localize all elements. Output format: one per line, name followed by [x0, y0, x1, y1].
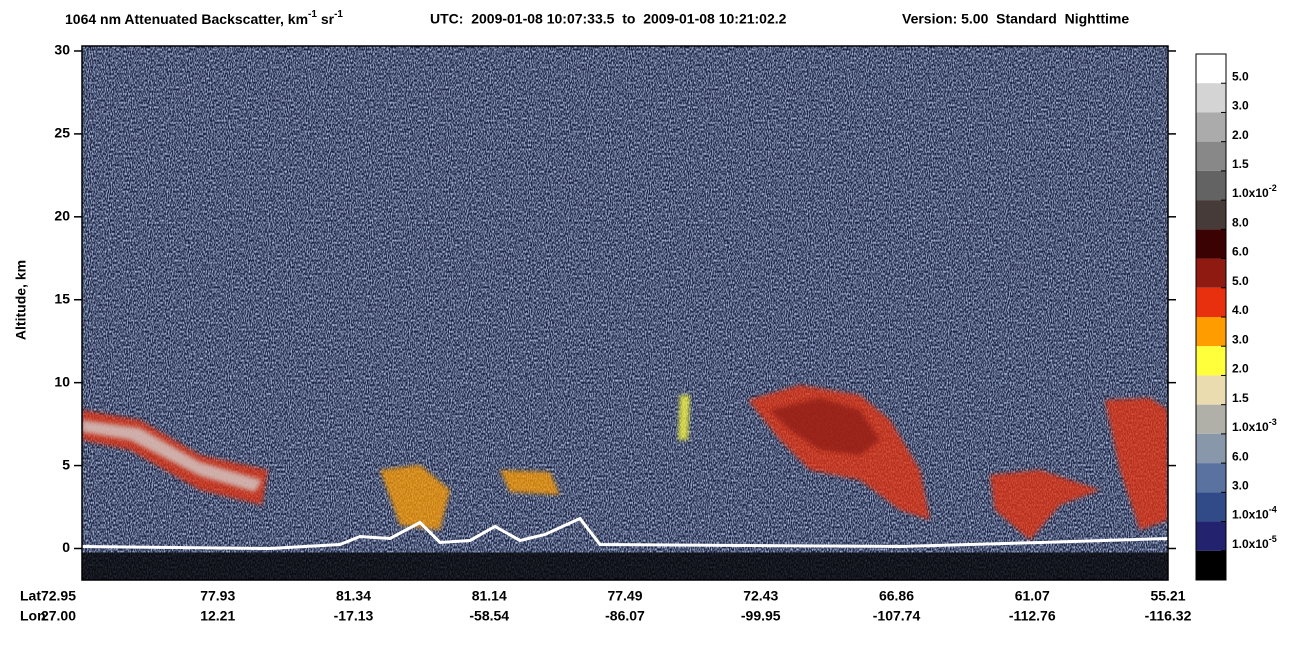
colorbar-swatch [1196, 346, 1226, 376]
colorbar: 5.03.02.01.51.0x10-28.06.05.04.03.02.01.… [1195, 53, 1277, 581]
colorbar-label: 3.0 [1232, 479, 1249, 493]
colorbar-label: 1.5 [1232, 391, 1249, 405]
colorbar-label: 3.0 [1232, 332, 1249, 346]
cloud [990, 470, 1100, 540]
x-tick-label: -58.54 [469, 608, 509, 624]
cloud [770, 398, 880, 455]
x-tick-label: -116.32 [1145, 608, 1192, 624]
surface-return [82, 516, 1168, 550]
x-tick-label: 81.14 [472, 588, 507, 604]
colorbar-label: 3.0 [1232, 99, 1249, 113]
colorbar-swatch [1196, 258, 1226, 288]
x-row-name: Lat [20, 588, 41, 604]
cloud [82, 420, 262, 492]
colorbar-label: 4.0 [1232, 303, 1249, 317]
cloud [500, 470, 560, 495]
x-tick-label: 61.07 [1015, 588, 1050, 604]
colorbar-label: 8.0 [1232, 216, 1249, 230]
cloud [678, 395, 690, 440]
title-run: sr [317, 11, 335, 27]
title-run: -1 [308, 9, 317, 20]
cloud [1105, 398, 1168, 530]
colorbar-label: 1.5 [1232, 157, 1249, 171]
y-tick-label: 25 [54, 125, 70, 141]
colorbar-label: 6.0 [1232, 245, 1249, 259]
colorbar-label: 5.0 [1232, 69, 1249, 83]
colorbar-swatch [1196, 200, 1226, 230]
colorbar-swatch [1196, 170, 1226, 201]
y-tick-label: 20 [54, 208, 70, 224]
x-tick-label: -86.07 [605, 608, 645, 624]
x-tick-label: -99.95 [741, 608, 781, 624]
y-tick-label: 15 [54, 290, 70, 306]
colorbar-label: 6.0 [1232, 449, 1249, 463]
colorbar-swatch [1196, 229, 1226, 259]
colorbar-swatch [1196, 463, 1226, 493]
colorbar-label-base: 1.0x10 [1232, 420, 1269, 434]
plot-frame [81, 45, 1169, 581]
x-tick-label: 66.86 [879, 588, 914, 604]
colorbar-label-exp: -3 [1269, 417, 1277, 427]
colorbar-label-base: 1.0x10 [1232, 537, 1269, 551]
colorbar-label: 2.0 [1232, 128, 1249, 142]
colorbar-swatch [1196, 521, 1226, 551]
x-tick-label: 77.49 [607, 588, 642, 604]
x-tick-label: -107.74 [873, 608, 921, 624]
y-axis-label: Altitude, km [13, 260, 29, 340]
colorbar-label: 1.0x10-4 [1232, 505, 1277, 522]
colorbar-swatch [1196, 141, 1226, 171]
x-tick-label: 55.21 [1150, 588, 1185, 604]
colorbar-swatch [1196, 287, 1226, 317]
x-tick-label: 27.00 [41, 608, 76, 624]
x-tick-label: -112.76 [1009, 608, 1056, 624]
colorbar-swatch [1196, 404, 1226, 434]
colorbar-label-base: 1.0x10 [1232, 508, 1269, 522]
version: Version: 5.00 Standard Nighttime [902, 11, 1129, 27]
x-tick-label: 72.43 [743, 588, 778, 604]
x-tick-label: 12.21 [200, 608, 235, 624]
title-run: 1064 nm Attenuated Backscatter, km [65, 11, 308, 27]
colorbar-swatch [1196, 492, 1226, 522]
colorbar-label: 2.0 [1232, 362, 1249, 376]
colorbar-swatch [1196, 550, 1226, 580]
colorbar-label-exp: -2 [1269, 183, 1277, 193]
y-tick-label: 0 [62, 539, 70, 555]
colorbar-label: 1.0x10-5 [1232, 534, 1277, 551]
colorbar-label: 1.0x10-3 [1232, 417, 1277, 434]
y-tick-label: 5 [62, 456, 70, 472]
x-tick-label: 77.93 [200, 588, 235, 604]
y-tick-label: 30 [54, 42, 70, 58]
x-tick-label: -17.13 [334, 608, 374, 624]
colorbar-swatch [1196, 83, 1226, 113]
colorbar-swatch [1196, 375, 1226, 405]
subsurface [82, 552, 1168, 580]
chart-title: 1064 nm Attenuated Backscatter, km-1 sr-… [65, 9, 343, 27]
colorbar-swatch [1196, 433, 1226, 464]
utc-range: UTC: 2009-01-08 10:07:33.5 to 2009-01-08… [430, 11, 787, 27]
y-tick-label: 10 [54, 373, 70, 389]
colorbar-swatch [1196, 54, 1226, 84]
title-run: -1 [334, 9, 343, 20]
x-row-name: Lon [20, 608, 46, 624]
colorbar-label-base: 1.0x10 [1232, 186, 1269, 200]
colorbar-label: 5.0 [1232, 274, 1249, 288]
cloud [380, 465, 450, 530]
colorbar-swatch [1196, 112, 1226, 142]
colorbar-label-exp: -5 [1269, 534, 1277, 544]
colorbar-label-exp: -4 [1269, 505, 1277, 515]
x-tick-label: 72.95 [41, 588, 76, 604]
x-tick-label: 81.34 [336, 588, 371, 604]
plot-area [82, 46, 1168, 580]
colorbar-label: 1.0x10-2 [1232, 183, 1277, 200]
colorbar-swatch [1196, 317, 1226, 347]
